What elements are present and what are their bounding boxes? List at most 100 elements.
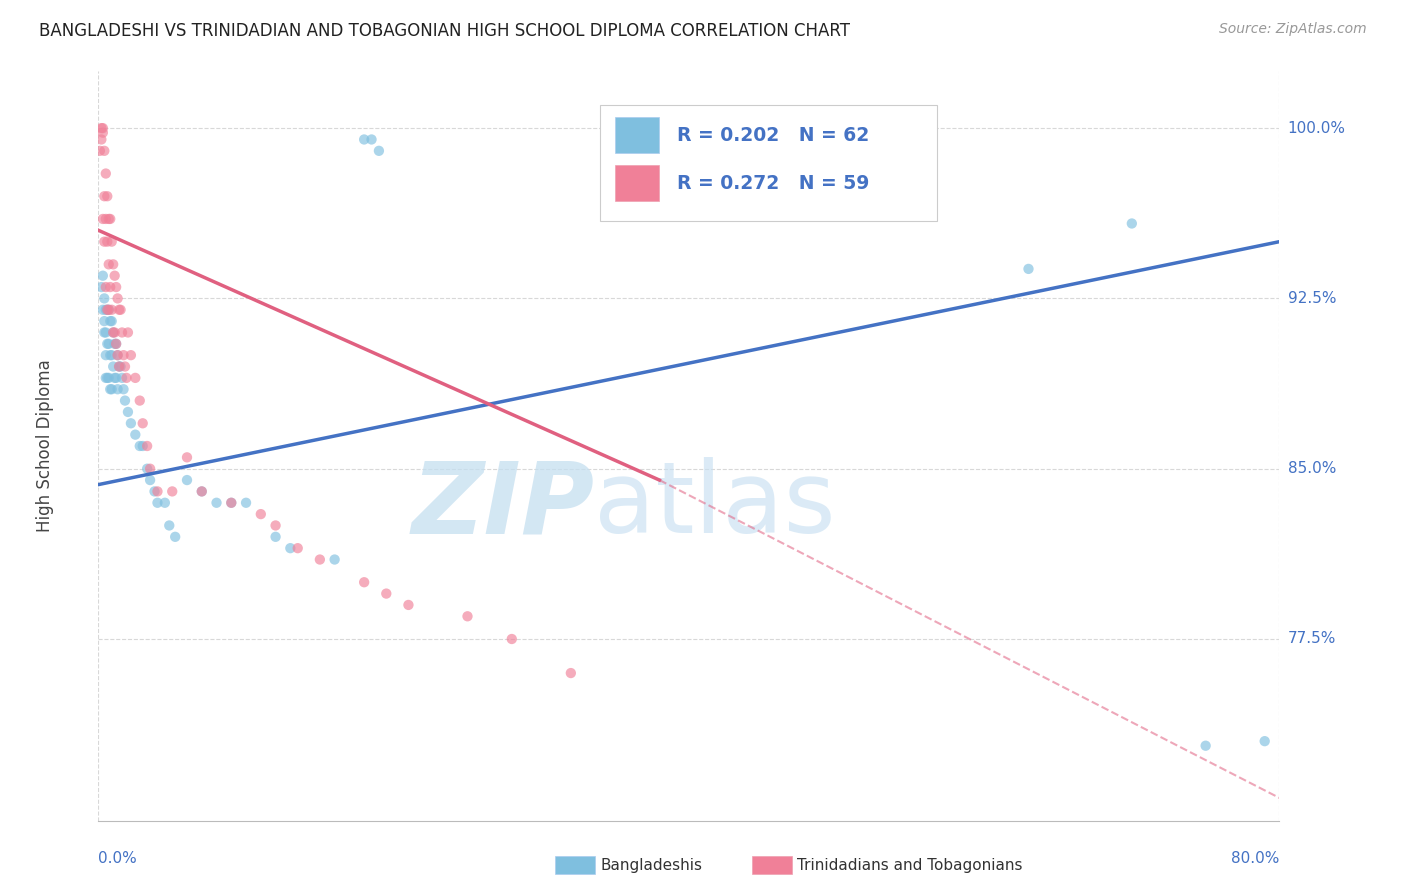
Point xyxy=(93,326,115,340)
Point xyxy=(103,359,125,374)
Text: Trinidadians and Tobagonians: Trinidadians and Tobagonians xyxy=(797,858,1022,872)
Point xyxy=(96,371,118,385)
Point xyxy=(105,280,128,294)
Point xyxy=(280,541,302,556)
Point xyxy=(98,314,121,328)
Point xyxy=(162,484,183,499)
Text: 77.5%: 77.5% xyxy=(1288,632,1336,647)
Point xyxy=(110,302,132,317)
Point xyxy=(264,530,287,544)
Point xyxy=(98,280,121,294)
Point xyxy=(90,280,112,294)
Point xyxy=(176,473,198,487)
Point xyxy=(115,371,138,385)
Point xyxy=(136,439,159,453)
Point xyxy=(146,496,169,510)
Point xyxy=(176,450,198,465)
Point xyxy=(117,405,139,419)
Point xyxy=(91,268,114,283)
Point xyxy=(309,552,332,566)
Point xyxy=(105,336,128,351)
Point xyxy=(1195,739,1218,753)
Point xyxy=(94,280,117,294)
Point xyxy=(94,167,117,181)
Point xyxy=(104,268,127,283)
Point xyxy=(107,382,129,396)
Point xyxy=(353,575,375,590)
Point xyxy=(132,439,155,453)
Point xyxy=(114,359,136,374)
Point xyxy=(128,439,150,453)
Point xyxy=(96,189,118,203)
Point xyxy=(136,461,159,475)
Point xyxy=(110,359,132,374)
Point xyxy=(117,326,139,340)
Point xyxy=(1018,261,1040,276)
Point xyxy=(108,302,131,317)
Point xyxy=(112,348,135,362)
Point xyxy=(221,496,243,510)
Point xyxy=(98,211,121,226)
Point xyxy=(132,417,155,431)
Text: High School Diploma: High School Diploma xyxy=(37,359,55,533)
Point xyxy=(264,518,287,533)
Point xyxy=(91,126,114,140)
Point xyxy=(1121,217,1143,231)
Point xyxy=(97,336,120,351)
Point xyxy=(124,427,146,442)
Text: Source: ZipAtlas.com: Source: ZipAtlas.com xyxy=(1219,22,1367,37)
Point xyxy=(221,496,243,510)
Point xyxy=(191,484,214,499)
Point xyxy=(91,211,114,226)
Point xyxy=(108,359,131,374)
Point xyxy=(139,461,162,475)
Point xyxy=(90,121,112,136)
Point xyxy=(235,496,257,510)
Point xyxy=(94,371,117,385)
Point xyxy=(353,132,375,146)
Point xyxy=(205,496,228,510)
Point xyxy=(90,132,112,146)
Point xyxy=(250,507,273,521)
Point xyxy=(93,292,115,306)
Point xyxy=(96,302,118,317)
Point xyxy=(91,121,114,136)
Text: 85.0%: 85.0% xyxy=(1288,461,1336,476)
Point xyxy=(89,144,111,158)
Point xyxy=(191,484,214,499)
Point xyxy=(97,211,120,226)
Point xyxy=(105,336,128,351)
Point xyxy=(93,235,115,249)
Point xyxy=(105,371,128,385)
Point xyxy=(97,257,120,271)
Point xyxy=(457,609,479,624)
Point xyxy=(112,382,135,396)
Point xyxy=(93,314,115,328)
Point xyxy=(100,382,122,396)
Point xyxy=(1254,734,1277,748)
Point xyxy=(107,348,129,362)
Point xyxy=(120,348,142,362)
Point xyxy=(368,144,391,158)
Point xyxy=(104,326,127,340)
Point xyxy=(94,326,117,340)
Text: 100.0%: 100.0% xyxy=(1288,120,1346,136)
Point xyxy=(93,189,115,203)
Point xyxy=(501,632,523,646)
Point xyxy=(103,326,125,340)
Point xyxy=(153,496,176,510)
Point xyxy=(104,371,127,385)
Point xyxy=(139,473,162,487)
Point xyxy=(398,598,420,612)
Point xyxy=(96,235,118,249)
Bar xyxy=(614,165,659,201)
Point xyxy=(97,302,120,317)
Text: atlas: atlas xyxy=(595,458,837,555)
Text: 92.5%: 92.5% xyxy=(1288,291,1336,306)
Point xyxy=(146,484,169,499)
Text: R = 0.272   N = 59: R = 0.272 N = 59 xyxy=(678,174,869,193)
Point xyxy=(107,348,129,362)
Point xyxy=(323,552,346,566)
Point xyxy=(96,336,118,351)
Point xyxy=(100,235,122,249)
